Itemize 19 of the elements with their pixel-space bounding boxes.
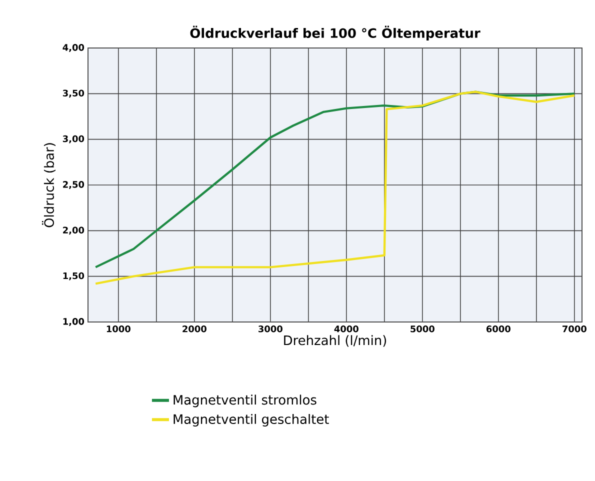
legend-label: Magnetventil stromlos	[174, 394, 316, 408]
x-tick-label: 6000	[486, 326, 510, 332]
y-tick-label: 1,00	[63, 318, 84, 326]
x-tick-label: 2000	[182, 326, 206, 332]
y-axis-title: Öldruck (bar)	[42, 143, 56, 228]
x-tick-label: 4000	[334, 326, 358, 332]
y-tick-label: 2,50	[63, 181, 84, 189]
x-axis-title: Drehzahl (l/min)	[284, 335, 386, 347]
chart-title: Öldruckverlauf bei 100 °C Öltemperatur	[190, 26, 480, 40]
y-tick-label: 2,00	[63, 226, 84, 235]
x-tick-label: 3000	[258, 326, 282, 332]
y-tick-label: 3,00	[62, 135, 84, 144]
y-tick-label: 1,50	[63, 272, 84, 280]
x-tick-label: 7000	[562, 326, 586, 332]
x-tick-label: 1000	[106, 326, 130, 332]
legend-label: Magnetventil geschaltet	[174, 414, 329, 427]
x-tick-label: 5000	[410, 326, 434, 332]
y-tick-label: 3,50	[62, 90, 84, 98]
y-tick-label: 4,00	[62, 44, 84, 52]
